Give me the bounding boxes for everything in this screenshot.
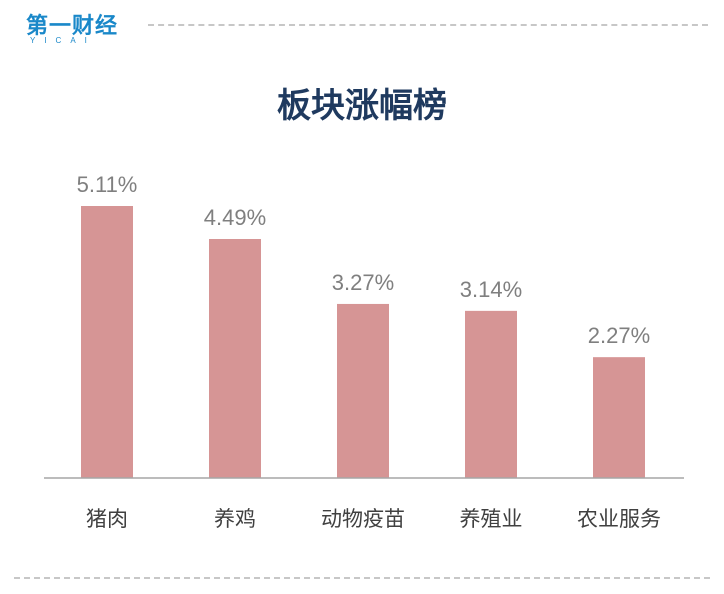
- category-label-3: 动物疫苗: [321, 507, 405, 531]
- value-label-3: 3.27%: [332, 270, 394, 295]
- category-label-4: 养殖业: [460, 507, 523, 531]
- value-label-5: 2.27%: [588, 323, 650, 348]
- bar-5: [593, 357, 645, 478]
- category-label-2: 养鸡: [214, 507, 256, 531]
- value-label-2: 4.49%: [204, 205, 266, 230]
- chart-title: 板块涨幅榜: [277, 86, 447, 126]
- value-label-1: 5.11%: [77, 172, 138, 197]
- category-label-5: 农业服务: [577, 507, 661, 531]
- bar-1: [81, 206, 133, 478]
- bottom-divider: [14, 577, 710, 579]
- bar-4: [465, 310, 517, 478]
- bar-3: [337, 303, 389, 478]
- yicai-logo: 第一财经 YICAI: [26, 8, 138, 48]
- logo-subtext: YICAI: [30, 36, 96, 45]
- value-label-4: 3.14%: [460, 277, 522, 302]
- top-divider: [148, 24, 708, 26]
- logo-text: 第一财经: [26, 14, 119, 39]
- category-label-1: 猪肉: [86, 507, 128, 531]
- bar-2: [209, 239, 261, 478]
